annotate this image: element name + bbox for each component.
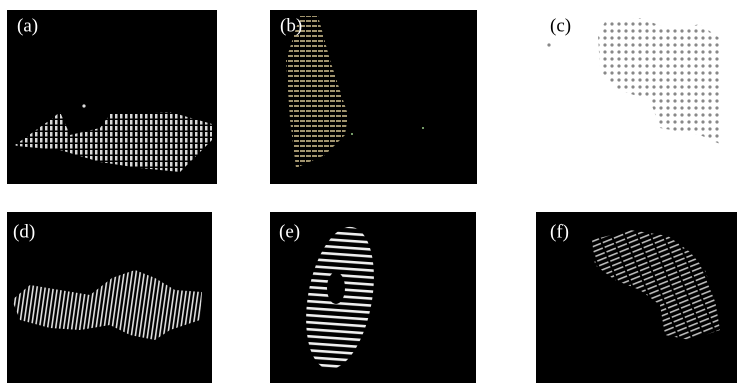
panel-label: (c): [550, 15, 571, 36]
panel-label: (e): [279, 221, 300, 242]
panel-d: (d): [7, 212, 212, 383]
panel-label: (a): [17, 15, 38, 36]
panel-b: (b): [270, 10, 477, 184]
panel-e: (e): [270, 212, 476, 383]
panel-f: (f): [536, 212, 737, 383]
panel-a: (a): [7, 10, 217, 184]
figure: (a) (b) (c) (d) (e) (f): [0, 0, 737, 383]
panel-label: (f): [550, 221, 569, 242]
panel-c: (c): [547, 15, 722, 145]
panel-label: (b): [280, 15, 302, 36]
panel-label: (d): [13, 221, 35, 242]
